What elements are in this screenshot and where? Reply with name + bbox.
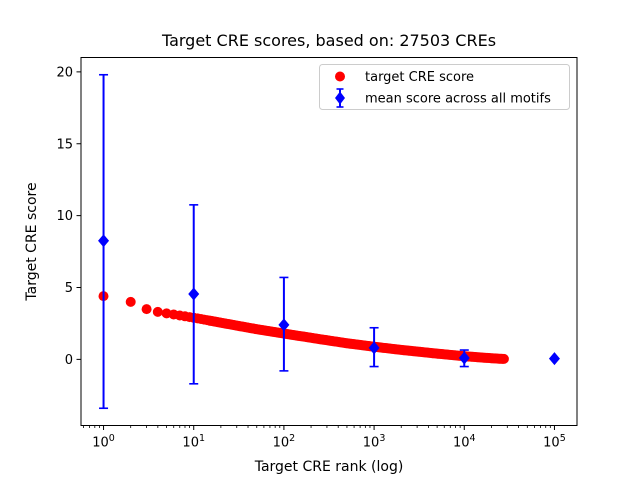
x-tick-label: 103 [363, 433, 386, 451]
x-tick-label: 102 [273, 433, 296, 451]
chart-title: Target CRE scores, based on: 27503 CREs [161, 31, 496, 50]
legend-label-mean-score: mean score across all motifs [365, 92, 551, 107]
y-axis-label: Target CRE score [24, 182, 40, 301]
x-tick-label: 105 [543, 433, 566, 451]
target-cre-score-dot [141, 304, 152, 315]
x-major-ticks: 100 101 102 103 104 105 [92, 425, 566, 451]
mean-score-diamond [188, 287, 200, 301]
y-tick-label: 20 [56, 65, 73, 80]
x-minor-ticks [83, 425, 551, 428]
legend: target CRE score mean score across all m… [319, 64, 570, 110]
x-tick-label: 100 [92, 433, 115, 451]
legend-target-score-dot-icon [335, 71, 345, 82]
mean-score-diamond [458, 351, 470, 365]
plot-area [80, 57, 578, 426]
target-cre-score-dot [125, 296, 136, 307]
x-tick-label: 104 [453, 433, 476, 451]
x-axis-label: Target CRE rank (log) [254, 459, 404, 475]
legend-label-target-score: target CRE score [365, 70, 474, 85]
mean-score-diamond [368, 341, 380, 355]
mean-score-series [98, 73, 560, 410]
target-cre-score-dot [498, 353, 509, 364]
y-tick-label: 15 [56, 137, 73, 152]
y-tick-label: 5 [65, 281, 73, 296]
mean-score-diamond [278, 318, 290, 332]
mean-score-diamond [98, 234, 110, 248]
legend-mean-score-diamond-icon [335, 88, 345, 108]
y-axis-ticks: 0 5 10 15 20 [56, 65, 81, 368]
legend-box [319, 64, 570, 110]
y-tick-label: 10 [56, 209, 73, 224]
target-cre-score-dot [152, 306, 163, 317]
x-tick-label: 101 [182, 433, 205, 451]
mean-score-diamond [548, 352, 560, 366]
y-tick-label: 0 [65, 353, 73, 368]
